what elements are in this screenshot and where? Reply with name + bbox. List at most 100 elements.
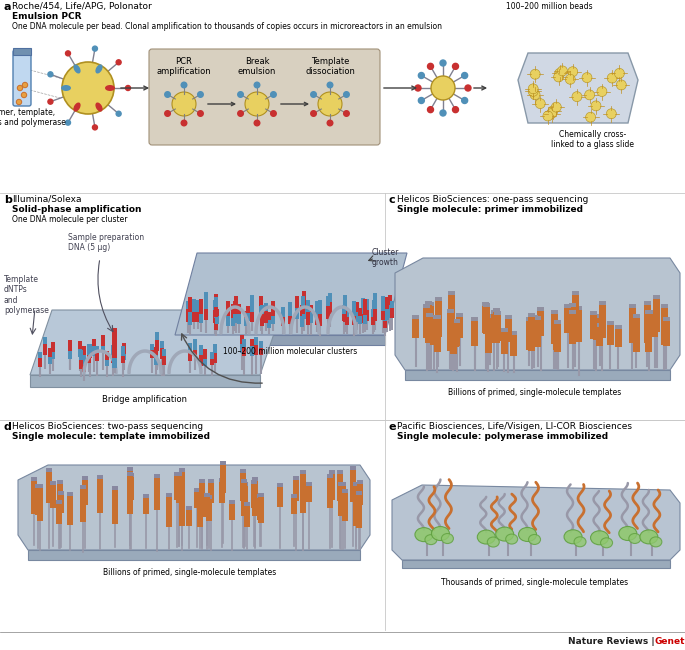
Text: Template
dissociation: Template dissociation (305, 57, 355, 77)
Bar (310, 313, 314, 323)
Bar (259, 296, 263, 306)
Bar (101, 335, 105, 346)
Bar (101, 346, 105, 352)
Bar (50, 485, 56, 508)
Bar (651, 310, 658, 314)
Circle shape (182, 120, 187, 126)
Bar (300, 489, 306, 513)
Bar (569, 314, 576, 344)
Bar (193, 350, 197, 356)
Ellipse shape (105, 85, 115, 91)
Text: One DNA molecule per cluster: One DNA molecule per cluster (12, 215, 127, 224)
Bar (127, 473, 133, 476)
Bar (188, 343, 192, 352)
Circle shape (584, 90, 595, 100)
Bar (426, 317, 433, 335)
Bar (291, 494, 297, 498)
Circle shape (572, 92, 582, 101)
Bar (501, 328, 508, 332)
Bar (355, 302, 359, 312)
Bar (607, 326, 614, 345)
Circle shape (238, 92, 243, 98)
Bar (88, 352, 92, 359)
Bar (186, 301, 190, 309)
Bar (192, 299, 196, 312)
Text: Bridge amplification: Bridge amplification (103, 395, 188, 404)
Bar (206, 499, 212, 521)
Circle shape (344, 92, 349, 98)
Bar (237, 304, 240, 315)
Bar (306, 486, 312, 502)
Circle shape (327, 120, 333, 126)
Bar (179, 473, 185, 497)
Circle shape (198, 111, 203, 116)
Ellipse shape (640, 530, 658, 544)
Bar (250, 339, 254, 346)
Bar (153, 356, 158, 365)
Bar (525, 320, 533, 350)
Bar (381, 311, 385, 320)
Ellipse shape (590, 531, 608, 545)
Bar (142, 494, 149, 499)
Bar (203, 359, 207, 366)
Bar (67, 496, 73, 525)
Bar (353, 507, 359, 526)
Circle shape (565, 74, 575, 85)
Bar (302, 291, 306, 308)
Bar (653, 299, 660, 332)
Bar (188, 312, 192, 325)
Circle shape (23, 83, 27, 88)
Circle shape (419, 98, 424, 103)
Bar (68, 343, 72, 351)
Bar (345, 317, 349, 325)
Bar (358, 316, 362, 324)
Bar (199, 479, 205, 483)
Circle shape (547, 109, 557, 118)
Bar (537, 307, 544, 311)
Bar (82, 346, 86, 356)
Bar (534, 320, 541, 346)
Bar (179, 469, 185, 473)
Circle shape (311, 92, 316, 98)
Bar (259, 348, 263, 355)
Bar (43, 344, 47, 355)
Text: 100–200 million beads: 100–200 million beads (506, 2, 593, 11)
Bar (92, 339, 96, 346)
Ellipse shape (574, 537, 586, 547)
Bar (225, 315, 229, 326)
Bar (493, 312, 500, 343)
Text: d: d (4, 422, 12, 432)
Bar (590, 315, 597, 339)
Bar (501, 332, 508, 354)
Bar (528, 313, 535, 317)
Bar (233, 301, 237, 314)
Bar (142, 499, 149, 514)
Bar (78, 341, 82, 349)
Bar (383, 321, 387, 328)
Bar (199, 314, 203, 323)
Bar (112, 486, 118, 490)
Bar (196, 311, 200, 322)
Text: Billions of primed, single-molecule templates: Billions of primed, single-molecule temp… (449, 388, 621, 397)
Bar (342, 305, 347, 314)
Bar (250, 311, 253, 322)
Bar (338, 474, 343, 501)
Bar (355, 312, 359, 322)
Ellipse shape (601, 538, 612, 548)
Bar (112, 358, 118, 368)
Bar (229, 504, 235, 519)
Bar (390, 301, 394, 307)
Bar (251, 480, 257, 484)
Text: Genetics: Genetics (655, 638, 685, 647)
Bar (204, 292, 208, 309)
Bar (197, 491, 203, 495)
Bar (329, 470, 334, 474)
Bar (427, 306, 434, 338)
Bar (554, 320, 561, 324)
Bar (82, 356, 86, 363)
Bar (220, 465, 226, 493)
Bar (362, 298, 366, 315)
Circle shape (318, 92, 342, 116)
Bar (653, 295, 660, 299)
Bar (36, 484, 41, 488)
